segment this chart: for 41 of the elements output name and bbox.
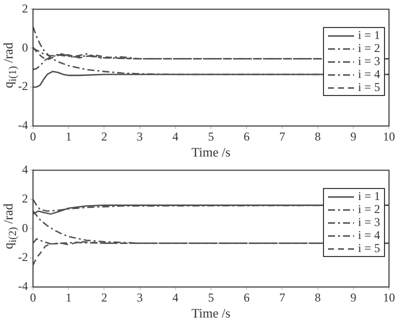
legend-label: i = 5 <box>358 80 380 96</box>
y-tick-label: -2 <box>18 79 28 94</box>
x-tick-label: 2 <box>101 290 108 304</box>
x-tick-label: 10 <box>383 129 395 144</box>
x-tick-label: 9 <box>350 290 356 304</box>
y-tick-label: -2 <box>18 250 28 264</box>
y-tick-label: 4 <box>22 162 28 176</box>
y-tick-label: -4 <box>18 279 28 294</box>
x-tick-label: 9 <box>350 129 356 144</box>
legend-label: i = 3 <box>358 215 380 230</box>
x-axis-title: Time /s <box>192 144 230 160</box>
y-tick-label: -4 <box>18 118 28 132</box>
y-tick-label: 2 <box>22 192 28 206</box>
x-tick-label: 8 <box>314 290 321 304</box>
legend-label: i = 5 <box>358 241 380 256</box>
y-tick-label: 0 <box>22 220 28 235</box>
x-tick-label: 5 <box>208 290 214 304</box>
x-tick-label: 6 <box>244 129 250 144</box>
x-tick-label: 7 <box>279 129 286 144</box>
legend-label: i = 2 <box>358 41 380 56</box>
x-tick-label: 5 <box>208 129 214 144</box>
legend-label: i = 4 <box>358 228 380 244</box>
legend-label: i = 3 <box>358 54 380 70</box>
x-tick-label: 4 <box>172 290 178 304</box>
x-tick-label: 3 <box>136 129 143 144</box>
legend-label: i = 2 <box>358 202 380 218</box>
x-tick-label: 8 <box>314 129 321 144</box>
x-axis-title: Time /s <box>192 306 230 321</box>
legend-label: i = 4 <box>358 67 380 82</box>
y-tick-label: 0 <box>22 40 28 54</box>
x-tick-label: 2 <box>101 129 108 144</box>
x-tick-label: 10 <box>383 290 395 304</box>
legend-label: i = 1 <box>358 189 380 204</box>
x-tick-label: 7 <box>279 290 286 304</box>
legend-label: i = 1 <box>358 28 380 44</box>
x-tick-label: 3 <box>136 290 143 304</box>
y-tick-label: 2 <box>22 1 28 16</box>
x-tick-label: 4 <box>172 129 178 144</box>
x-tick-label: 1 <box>66 290 72 304</box>
x-tick-label: 6 <box>244 290 250 304</box>
x-tick-label: 1 <box>66 129 72 144</box>
